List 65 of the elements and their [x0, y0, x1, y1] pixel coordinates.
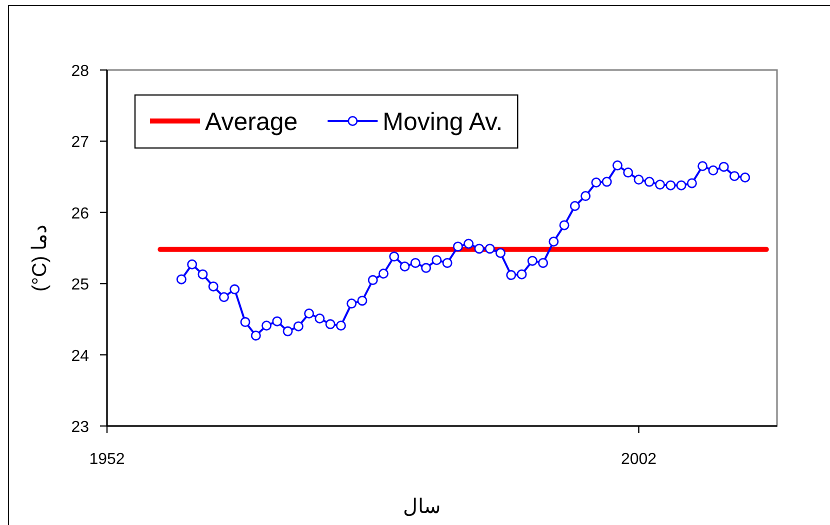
x-tick-label: 1952: [89, 451, 125, 468]
point: [634, 174, 644, 185]
point: [506, 270, 516, 280]
point: [718, 162, 729, 172]
point: [548, 236, 559, 247]
x-axis-title: سال: [403, 496, 441, 518]
y-tick-label: 23: [71, 419, 90, 436]
point: [612, 160, 622, 170]
legend-label: Average: [205, 108, 298, 136]
point: [250, 330, 261, 341]
point: [464, 238, 474, 249]
point: [304, 308, 314, 319]
point: [230, 284, 240, 294]
point: [410, 258, 420, 268]
point: [644, 176, 654, 187]
point: [389, 252, 400, 262]
point: [698, 161, 708, 172]
point: [676, 180, 686, 190]
point: [442, 258, 452, 268]
point: [336, 320, 346, 331]
point: [282, 326, 293, 336]
point: [538, 258, 548, 268]
point: [708, 165, 718, 176]
point: [198, 269, 208, 280]
y-tick-label: 26: [71, 205, 90, 222]
point: [314, 313, 325, 324]
point: [474, 244, 484, 254]
point: [527, 256, 538, 266]
point: [357, 296, 368, 306]
y-tick-label: 27: [71, 134, 90, 152]
point: [591, 177, 602, 188]
point: [740, 172, 750, 183]
point: [623, 168, 634, 178]
point: [516, 269, 527, 280]
point: [686, 178, 697, 188]
point: [432, 255, 442, 266]
point: [580, 191, 591, 202]
point: [484, 244, 495, 254]
point: [176, 274, 186, 284]
point: [208, 281, 218, 292]
legend-label: Moving Av.: [382, 108, 503, 136]
point: [452, 242, 463, 252]
point: [262, 320, 272, 331]
point: [187, 259, 198, 270]
point: [729, 171, 740, 182]
point: [655, 180, 666, 190]
point: [378, 268, 389, 279]
point: [421, 262, 432, 273]
point: [368, 275, 378, 286]
y-tick-label: 24: [71, 348, 90, 365]
point: [666, 180, 676, 190]
point: [293, 321, 304, 332]
y-tick-label: 28: [71, 63, 90, 80]
point: [272, 316, 282, 326]
point: [559, 220, 570, 230]
point: [602, 176, 612, 187]
point: [570, 200, 580, 211]
point: [240, 317, 250, 328]
x-tick-label: 2002: [620, 451, 657, 468]
y-tick-label: 25: [71, 276, 90, 294]
point: [495, 248, 506, 258]
point: [218, 292, 229, 302]
point: [400, 262, 410, 272]
point: [325, 319, 336, 330]
point: [346, 298, 357, 309]
